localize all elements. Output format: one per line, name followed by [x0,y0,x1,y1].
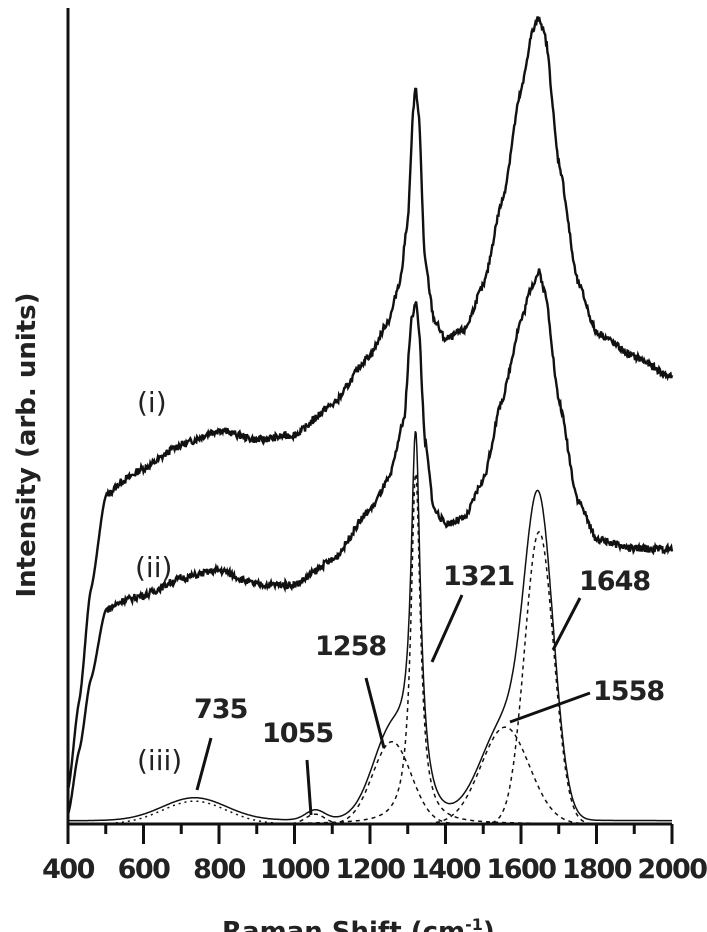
leader-1558 [509,691,591,724]
leader-1648 [551,597,582,651]
plot-area [66,16,674,825]
x-tick-label: 600 [118,854,171,885]
peak-label-1321: 1321 [443,561,514,592]
peak-label-1055: 1055 [262,718,333,749]
peak-annotations [195,594,591,816]
x-tick-label: 1600 [486,854,556,885]
peak-label-1648: 1648 [579,566,650,597]
x-axis-label: Raman Shift (cm-1) [222,915,495,932]
x-tick-label: 2000 [637,854,707,885]
spectrum-ii [66,268,674,815]
series-label-i: (i) [137,386,167,419]
x-tick-label: 800 [193,854,246,885]
series-label-ii: (ii) [135,551,172,584]
x-tick-label: 1800 [562,854,632,885]
spectrum-i [66,16,674,791]
component-1648 [68,530,672,825]
x-tick-label: 1200 [335,854,405,885]
leader-735 [195,737,213,791]
x-axis-label-text: Raman Shift (cm [222,917,465,932]
leader-1055 [305,759,313,816]
leader-1321 [430,594,464,663]
x-axis-label-sup: -1 [465,915,483,932]
x-tick-label: 400 [42,854,95,885]
peak-label-1258: 1258 [315,631,386,662]
spectrum-iii-fit [68,431,672,822]
x-tick-label: 1400 [411,854,481,885]
component-1558 [68,726,672,825]
peak-label-1558: 1558 [593,676,664,707]
x-tick-label: 1000 [260,854,330,885]
leader-1258 [364,677,386,749]
x-axis-label-close: ) [483,917,495,932]
series-label-iii: (iii) [137,744,182,777]
y-axis-label: Intensity (arb. units) [12,292,42,597]
peak-label-735: 735 [194,694,247,725]
